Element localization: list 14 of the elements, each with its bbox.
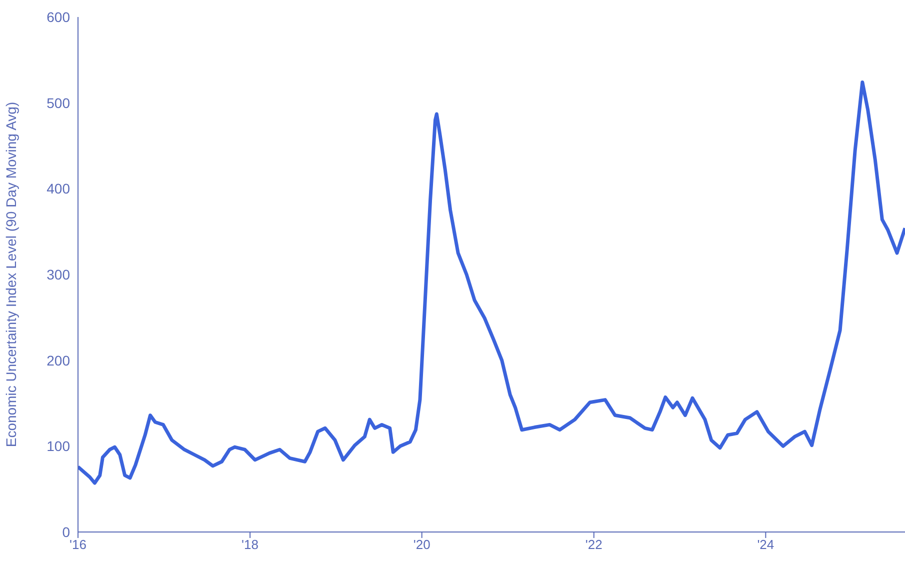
x-tick-label: '18 (242, 537, 259, 552)
y-tick-label: 600 (46, 8, 70, 25)
y-tick-label: 100 (46, 438, 70, 454)
x-tick-label: '22 (585, 537, 602, 552)
x-tick-label: '24 (757, 537, 774, 552)
x-tick-label: '16 (70, 537, 86, 552)
y-tick-label: 0 (62, 524, 70, 540)
y-tick-label: 300 (46, 266, 70, 282)
y-tick-label: 400 (46, 180, 70, 197)
x-tick-label: '20 (413, 537, 430, 552)
y-axis-title: Economic Uncertainty Index Level (90 Day Moving Avg) (2, 102, 19, 448)
line-series (78, 80, 905, 485)
y-tick-label: 500 (46, 94, 70, 111)
y-tick-label: 200 (46, 352, 70, 368)
